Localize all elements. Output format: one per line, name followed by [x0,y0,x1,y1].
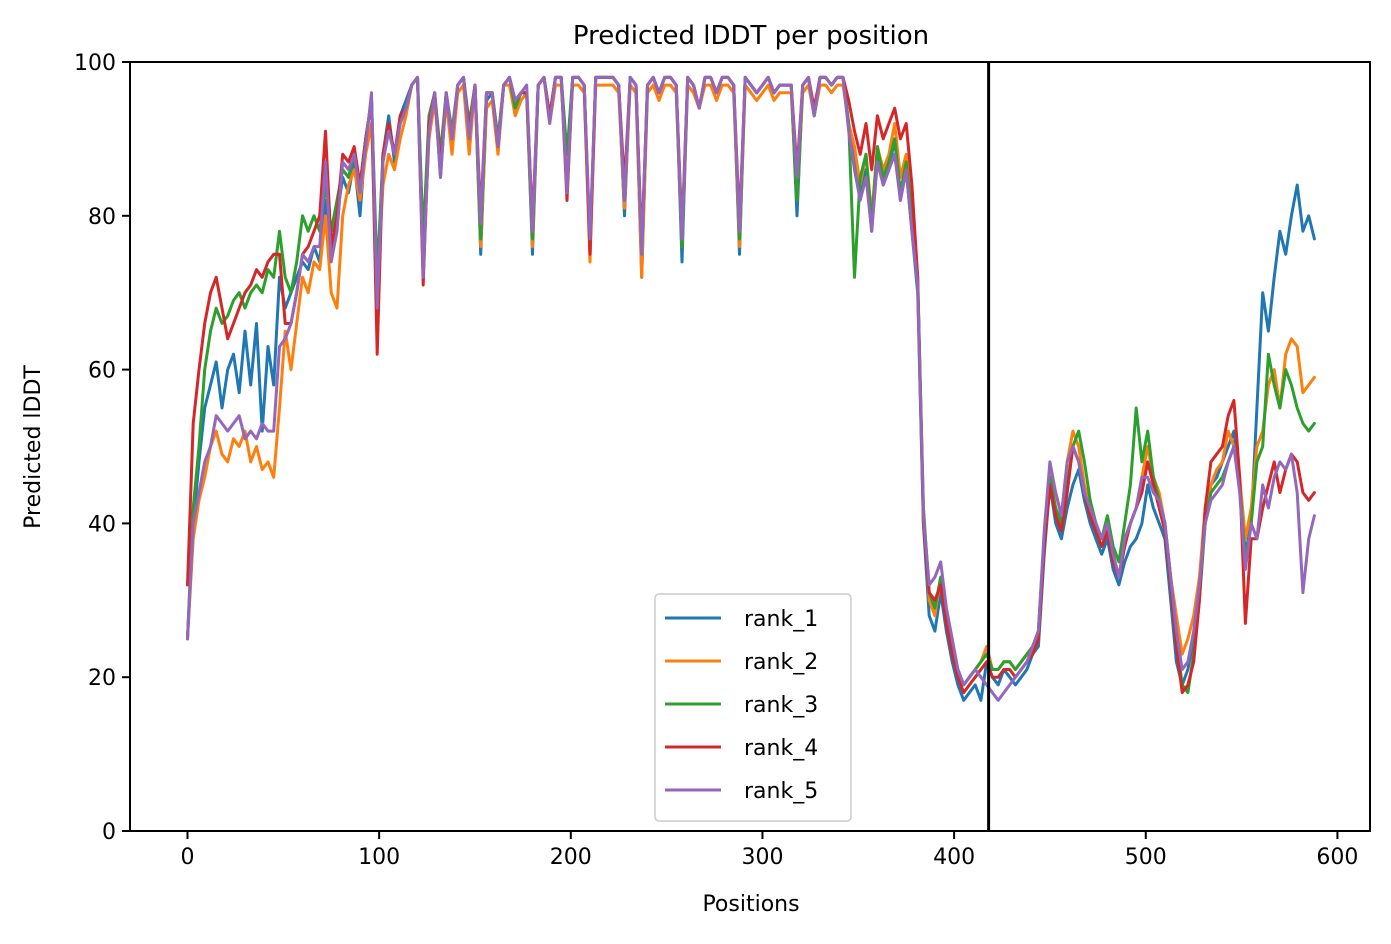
series-line-rank-5 [186,75,1316,702]
legend: rank_1 rank_2 rank_3 rank_4 rank_5 [654,593,852,822]
y-tick-label: 100 [74,51,116,76]
legend-label-rank-1: rank_1 [744,607,818,632]
x-tick-label: 500 [1125,845,1167,870]
x-tick-label: 600 [1316,845,1358,870]
y-axis-title: Predicted lDDT [21,365,46,529]
x-tick-label: 300 [741,845,783,870]
legend-box [654,593,852,822]
chart-title: Predicted lDDT per position [573,21,929,51]
x-tick-label: 200 [550,845,592,870]
x-tick-label: 0 [180,845,194,870]
axes: 0 100 200 300 400 500 600 0 20 40 60 80 100 [74,51,1371,870]
legend-label-rank-2: rank_2 [744,650,818,675]
plot-area [186,62,1316,831]
x-axis-title: Positions [702,892,799,917]
y-tick-label: 20 [88,666,116,691]
y-tick-label: 40 [88,512,116,537]
legend-label-rank-5: rank_5 [744,779,818,804]
legend-label-rank-3: rank_3 [744,693,818,718]
y-tick-label: 80 [88,205,116,230]
y-tick-label: 60 [88,359,116,384]
axes-frame [129,61,1371,832]
y-tick-label: 0 [102,820,116,845]
legend-label-rank-4: rank_4 [744,736,818,761]
x-tick-label: 100 [358,845,400,870]
x-tick-label: 400 [933,845,975,870]
